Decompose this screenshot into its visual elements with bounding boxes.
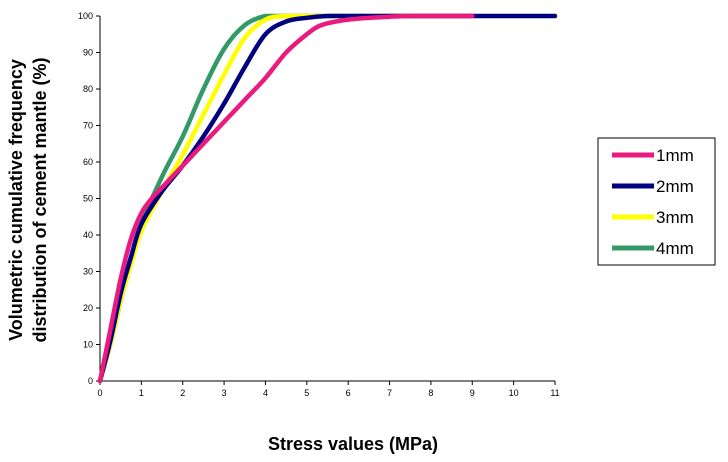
x-tick-label: 9 <box>470 388 475 398</box>
axes <box>99 16 555 382</box>
x-tick-label: 4 <box>263 388 268 398</box>
x-tick-label: 3 <box>222 388 227 398</box>
y-tick-label: 90 <box>83 48 93 58</box>
legend-label: 1mm <box>656 146 694 165</box>
series-lines <box>97 13 558 384</box>
y-tick-label: 20 <box>83 303 93 313</box>
x-tick-label: 11 <box>550 388 559 398</box>
y-tick-label: 50 <box>83 194 93 204</box>
y-tick-label: 100 <box>78 11 93 21</box>
series-line-2mm <box>97 13 558 384</box>
x-tick-label: 8 <box>428 388 433 398</box>
x-tick-label: 5 <box>304 388 309 398</box>
y-tick-label: 0 <box>88 376 93 386</box>
y-axis-ticks: 0 10 20 30 40 50 60 70 80 90 100 <box>78 11 100 386</box>
x-tick-label: 1 <box>139 388 144 398</box>
y-tick-label: 70 <box>83 121 93 131</box>
x-tick-label: 0 <box>97 388 102 398</box>
legend-label: 3mm <box>656 208 694 227</box>
y-axis-title-line-2: distribution of cement mantle (%) <box>30 57 50 342</box>
x-axis-title: Stress values (MPa) <box>268 434 438 454</box>
series-line-1mm <box>97 13 475 384</box>
y-axis-title-line-1: Volumetric cumulative frequency <box>6 59 26 341</box>
y-tick-label: 10 <box>83 340 93 350</box>
y-tick-label: 60 <box>83 157 93 167</box>
legend: 1mm 2mm 3mm 4mm <box>597 137 716 266</box>
x-tick-label: 2 <box>180 388 185 398</box>
y-tick-label: 80 <box>83 84 93 94</box>
x-tick-label: 7 <box>387 388 392 398</box>
x-tick-label: 6 <box>346 388 351 398</box>
x-axis-ticks: 0 1 2 3 4 5 6 7 8 9 10 11 <box>97 381 560 398</box>
legend-box <box>597 137 716 266</box>
y-tick-label: 30 <box>83 267 93 277</box>
x-tick-label: 10 <box>509 388 519 398</box>
legend-label: 4mm <box>656 239 694 258</box>
y-tick-label: 40 <box>83 230 93 240</box>
legend-label: 2mm <box>656 177 694 196</box>
